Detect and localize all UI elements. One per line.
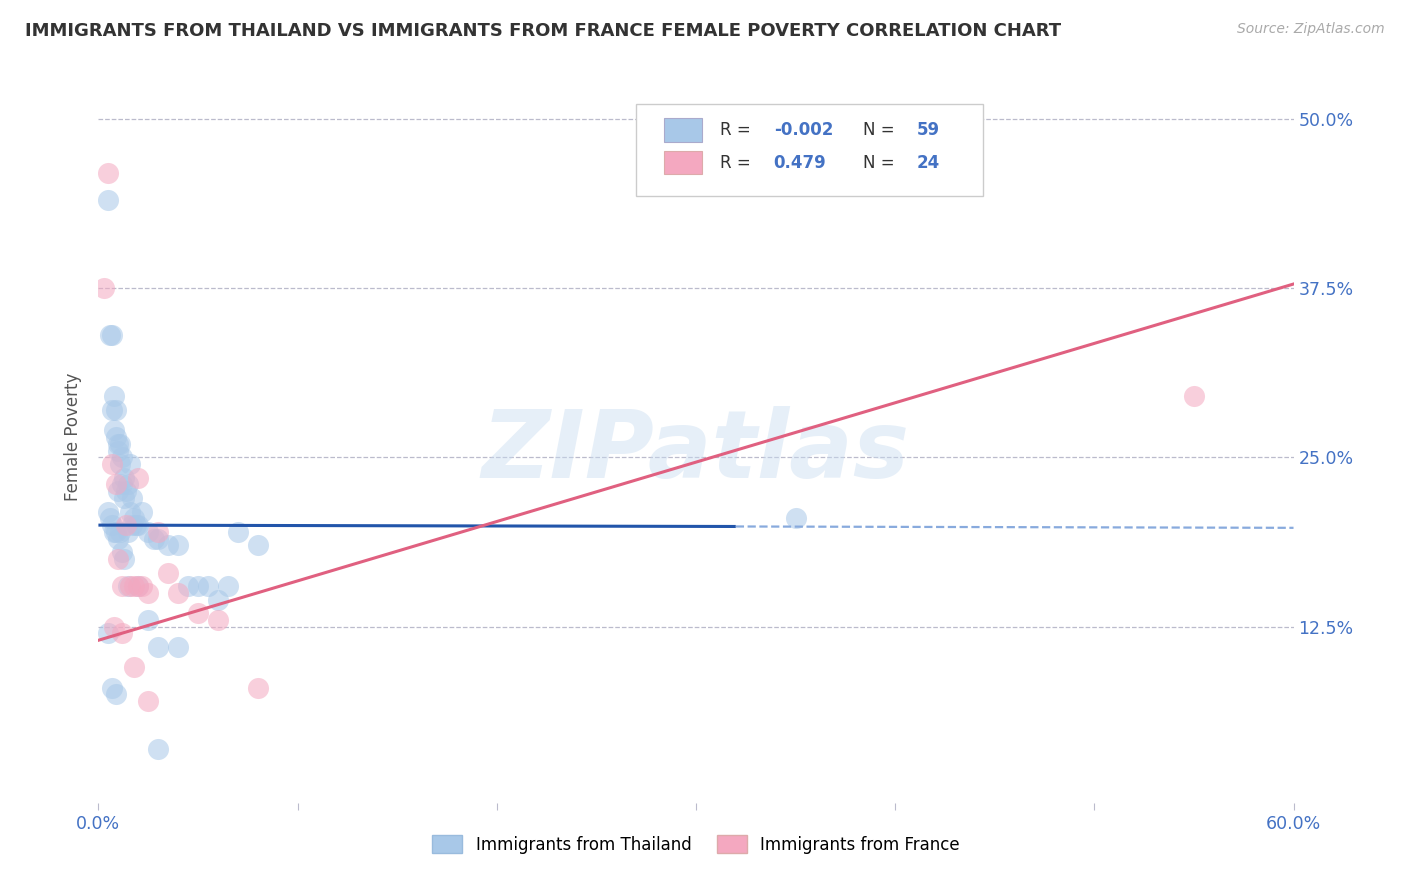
Text: 0.479: 0.479 xyxy=(773,153,827,172)
Point xyxy=(207,592,229,607)
Point xyxy=(246,538,269,552)
Point xyxy=(148,524,170,539)
Point xyxy=(117,579,139,593)
Point xyxy=(115,518,138,533)
Point xyxy=(98,511,122,525)
Point xyxy=(111,477,134,491)
Point xyxy=(125,518,148,533)
Text: -0.002: -0.002 xyxy=(773,121,832,139)
Point xyxy=(101,681,124,695)
Point xyxy=(107,552,129,566)
Point xyxy=(136,694,159,708)
Text: 24: 24 xyxy=(917,153,941,172)
Point xyxy=(167,640,190,654)
Point xyxy=(124,579,146,593)
Text: 59: 59 xyxy=(917,121,941,139)
Point xyxy=(120,505,142,519)
Point xyxy=(136,524,159,539)
Point xyxy=(785,511,807,525)
Point xyxy=(103,524,125,539)
Point xyxy=(121,491,143,505)
Point xyxy=(112,552,135,566)
Point xyxy=(131,505,153,519)
Y-axis label: Female Poverty: Female Poverty xyxy=(65,373,83,501)
Text: R =: R = xyxy=(720,153,756,172)
Point xyxy=(148,640,170,654)
Text: N =: N = xyxy=(863,121,900,139)
Point xyxy=(107,437,129,451)
Point xyxy=(112,491,135,505)
Point xyxy=(177,579,200,593)
Point xyxy=(136,613,159,627)
Point xyxy=(107,443,129,458)
Point xyxy=(120,457,142,471)
Point xyxy=(103,389,125,403)
Point xyxy=(157,566,180,580)
Point xyxy=(101,518,124,533)
Point xyxy=(110,437,132,451)
Point xyxy=(97,505,120,519)
FancyBboxPatch shape xyxy=(637,104,983,195)
Point xyxy=(101,403,124,417)
Point xyxy=(105,430,128,444)
Point xyxy=(110,457,132,471)
Point xyxy=(187,606,209,620)
Point xyxy=(107,532,129,546)
Point xyxy=(97,193,120,207)
Point xyxy=(148,532,170,546)
Legend: Immigrants from Thailand, Immigrants from France: Immigrants from Thailand, Immigrants fro… xyxy=(426,829,966,860)
Point xyxy=(127,579,149,593)
Point xyxy=(117,524,139,539)
Point xyxy=(167,538,190,552)
Point xyxy=(136,586,159,600)
Point xyxy=(207,613,229,627)
Point xyxy=(111,626,134,640)
Point xyxy=(103,423,125,437)
Point xyxy=(117,477,139,491)
Text: Source: ZipAtlas.com: Source: ZipAtlas.com xyxy=(1237,22,1385,37)
Point xyxy=(105,403,128,417)
Point xyxy=(101,457,124,471)
Point xyxy=(103,620,125,634)
Point xyxy=(105,688,128,702)
Point xyxy=(97,626,120,640)
Point xyxy=(127,471,149,485)
Bar xyxy=(664,118,702,142)
Point xyxy=(226,524,249,539)
Bar xyxy=(664,151,702,175)
Point xyxy=(105,524,128,539)
Point xyxy=(98,328,122,343)
Point xyxy=(121,518,143,533)
Point xyxy=(107,484,129,499)
Point xyxy=(127,518,149,533)
Text: N =: N = xyxy=(863,153,900,172)
Point xyxy=(1182,389,1205,403)
Point xyxy=(197,579,219,593)
Point xyxy=(111,579,134,593)
Point xyxy=(120,579,142,593)
Point xyxy=(115,484,138,499)
Point xyxy=(97,166,120,180)
Point xyxy=(148,741,170,756)
Text: IMMIGRANTS FROM THAILAND VS IMMIGRANTS FROM FRANCE FEMALE POVERTY CORRELATION CH: IMMIGRANTS FROM THAILAND VS IMMIGRANTS F… xyxy=(25,22,1062,40)
Point xyxy=(187,579,209,593)
Point xyxy=(127,579,149,593)
Point xyxy=(246,681,269,695)
Point xyxy=(124,511,146,525)
Point xyxy=(131,579,153,593)
Point xyxy=(105,477,128,491)
Point xyxy=(167,586,190,600)
Point xyxy=(101,328,124,343)
Point xyxy=(143,532,166,546)
Point xyxy=(112,471,135,485)
Point xyxy=(110,524,132,539)
Point xyxy=(111,450,134,465)
Text: ZIPatlas: ZIPatlas xyxy=(482,406,910,498)
Point xyxy=(157,538,180,552)
Point xyxy=(111,545,134,559)
Point xyxy=(124,660,146,674)
Text: R =: R = xyxy=(720,121,756,139)
Point xyxy=(93,281,115,295)
Point xyxy=(217,579,239,593)
